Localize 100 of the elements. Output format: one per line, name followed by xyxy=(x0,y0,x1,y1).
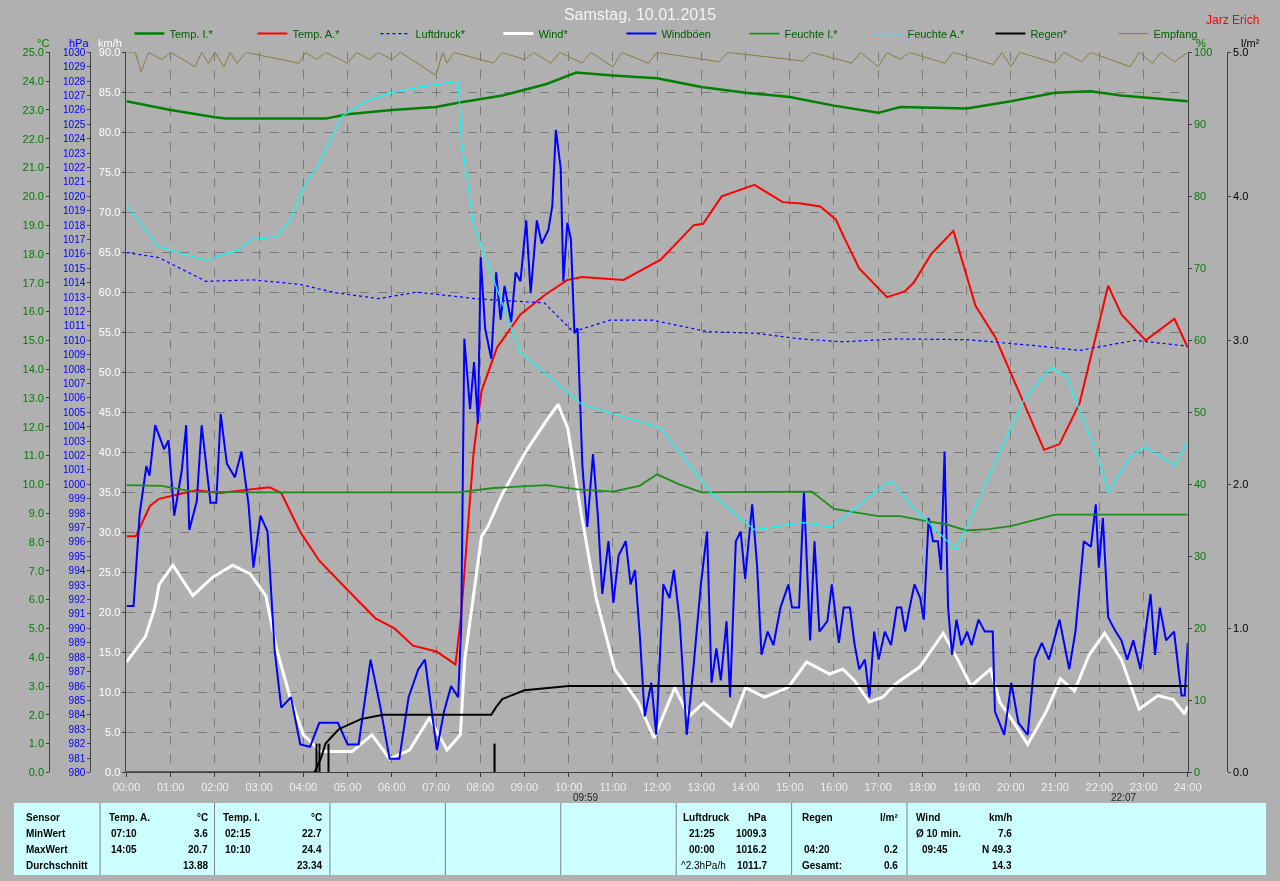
x-tick-label: 06:00 xyxy=(378,780,406,793)
y2-tick-label: 989 xyxy=(68,637,86,649)
y2-tick-label: 983 xyxy=(68,723,86,735)
y-tick-label: 0 xyxy=(1193,766,1201,779)
y2-tick-label: 1006 xyxy=(63,392,86,404)
y2-tick-label: 1015 xyxy=(63,262,86,274)
y2-tick-label: 5.0 xyxy=(1233,46,1249,59)
y-axis-title: % xyxy=(1196,37,1206,49)
y-tick-label: 6.0 xyxy=(28,593,45,606)
y3-tick-label: 35.0 xyxy=(98,486,121,499)
y3-tick-label: 60.0 xyxy=(98,286,121,299)
line-series xyxy=(126,128,1188,760)
y-tick-label: 24.0 xyxy=(22,75,45,88)
y-tick-label: 8.0 xyxy=(28,535,45,548)
y2-tick-label: 985 xyxy=(68,694,86,706)
text: 04:20 xyxy=(804,844,831,855)
y3-tick-label: 75.0 xyxy=(98,166,121,179)
y-tick-label: 16.0 xyxy=(22,305,45,318)
text: Regen xyxy=(802,812,833,823)
y2-tick-label: 1011 xyxy=(63,320,86,332)
y2-tick-label: 1003 xyxy=(63,435,86,447)
y3-tick-label: 5.0 xyxy=(104,726,121,739)
y3-tick-label: 65.0 xyxy=(98,246,121,259)
y2-tick-label: 984 xyxy=(68,709,86,721)
y2-tick-label: 980 xyxy=(68,766,86,778)
y2-tick-label: 1018 xyxy=(63,219,86,231)
text: 22:07 xyxy=(1111,792,1137,803)
text: Jarz Erich xyxy=(1206,13,1260,27)
y2-tick-label: 1.0 xyxy=(1233,622,1249,635)
y-tick-label: 90 xyxy=(1193,118,1207,131)
y2-tick-label: 1020 xyxy=(63,190,86,202)
y2-tick-label: 1028 xyxy=(63,75,86,87)
text: Temp. A. xyxy=(109,812,151,823)
text: 1016.2 xyxy=(736,844,768,855)
x-tick-label: 10:00 xyxy=(554,780,583,793)
text: 0.6 xyxy=(884,860,899,871)
y2-tick-label: 982 xyxy=(68,738,86,750)
text: hPa xyxy=(748,812,767,823)
text: 13.88 xyxy=(183,860,209,871)
x-tick-label: 08:00 xyxy=(466,780,495,793)
x-tick-label: 02:00 xyxy=(201,780,229,793)
y2-tick-label: 994 xyxy=(68,565,86,577)
y2-tick-label: 992 xyxy=(68,594,86,606)
line-series xyxy=(126,402,1188,761)
y-tick-label: 18.0 xyxy=(22,247,45,260)
text: Temp. I. xyxy=(223,812,261,823)
text: MinWert xyxy=(26,828,66,839)
y2-tick-label: 993 xyxy=(68,579,86,591)
legend-label: Empfang xyxy=(1153,27,1198,40)
y-tick-label: 3.0 xyxy=(28,679,45,692)
y-tick-label: 25.0 xyxy=(22,46,45,59)
y-tick-label: 100 xyxy=(1193,46,1213,59)
x-tick-label: 16:00 xyxy=(820,780,848,793)
y2-axis-title: l/m² xyxy=(1241,37,1260,49)
y2-tick-label: 1017 xyxy=(63,234,86,246)
y2-tick-label: 1016 xyxy=(63,248,86,260)
y-tick-label: 11.0 xyxy=(23,449,45,462)
legend-label: Feuchte A.* xyxy=(907,27,966,40)
text: 1011.7 xyxy=(737,860,768,871)
x-tick-label: 18:00 xyxy=(908,780,937,793)
y2-tick-label: 0.0 xyxy=(1233,766,1249,779)
y2-tick-label: 1002 xyxy=(63,450,86,462)
x-tick-label: 07:00 xyxy=(422,780,450,793)
text: 23.34 xyxy=(297,860,323,871)
text: 7.6 xyxy=(998,828,1013,839)
y-tick-label: 70 xyxy=(1193,262,1207,275)
text: Durchschnitt xyxy=(26,860,89,871)
x-tick-label: 13:00 xyxy=(687,780,716,793)
y2-tick-label: 1013 xyxy=(63,291,86,303)
y-tick-label: 30 xyxy=(1193,550,1207,563)
y-tick-label: 80 xyxy=(1193,190,1207,203)
text: 20.7 xyxy=(188,844,208,855)
y-tick-label: 4.0 xyxy=(28,651,45,664)
y-tick-label: 15.0 xyxy=(22,334,45,347)
y2-tick-label: 986 xyxy=(68,680,86,692)
y2-tick-label: 997 xyxy=(68,522,86,534)
text: 00:00 xyxy=(689,844,716,855)
y3-tick-label: 10.0 xyxy=(98,686,121,699)
y3-tick-label: 90.0 xyxy=(98,46,121,59)
y2-tick-label: 995 xyxy=(68,550,86,562)
text: Wind xyxy=(916,812,941,823)
y2-tick-label: 988 xyxy=(68,651,86,663)
text: N 49.3 xyxy=(982,844,1012,855)
y2-tick-label: 1004 xyxy=(63,421,86,433)
y3-tick-label: 70.0 xyxy=(98,206,121,219)
x-tick-label: 20:00 xyxy=(997,780,1025,793)
text: °C xyxy=(197,812,209,823)
y2-tick-label: 1012 xyxy=(63,306,86,318)
text: ^2.3hPa/h xyxy=(681,860,726,871)
y3-tick-label: 55.0 xyxy=(98,326,121,339)
y3-tick-label: 45.0 xyxy=(98,406,121,419)
y-tick-label: 20 xyxy=(1193,622,1207,635)
y-tick-label: 20.0 xyxy=(22,190,45,203)
y2-tick-label: 998 xyxy=(68,507,86,519)
y2-tick-label: 1001 xyxy=(63,464,86,476)
y2-tick-label: 1010 xyxy=(63,334,86,346)
text: Ø 10 min. xyxy=(916,828,962,839)
y-axis-title: °C xyxy=(37,37,50,49)
y2-tick-label: 1022 xyxy=(63,162,86,174)
x-tick-label: 12:00 xyxy=(643,780,671,793)
